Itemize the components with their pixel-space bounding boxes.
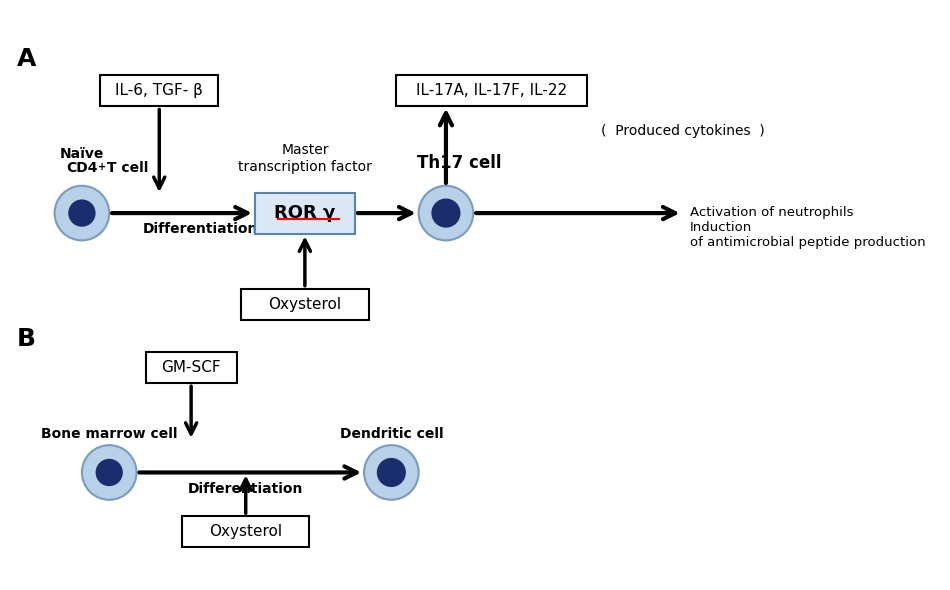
Text: Oxysterol: Oxysterol	[268, 297, 341, 312]
Circle shape	[419, 186, 473, 240]
FancyBboxPatch shape	[100, 75, 218, 106]
Circle shape	[96, 459, 123, 486]
FancyBboxPatch shape	[396, 75, 587, 106]
Text: Bone marrow cell: Bone marrow cell	[41, 427, 178, 441]
FancyBboxPatch shape	[182, 516, 310, 547]
Circle shape	[364, 445, 419, 500]
Text: Naïve: Naïve	[60, 147, 104, 161]
Text: (  Produced cytokines  ): ( Produced cytokines )	[600, 124, 765, 138]
Text: Master
transcription factor: Master transcription factor	[238, 143, 371, 173]
Text: A: A	[16, 47, 36, 71]
Text: B: B	[16, 327, 35, 351]
Circle shape	[68, 199, 96, 227]
Text: Th17 cell: Th17 cell	[417, 154, 502, 172]
Circle shape	[54, 186, 109, 240]
Text: IL-17A, IL-17F, IL-22: IL-17A, IL-17F, IL-22	[416, 83, 567, 98]
Text: GM-SCF: GM-SCF	[162, 360, 221, 375]
Circle shape	[377, 458, 406, 487]
Text: Activation of neutrophils
Induction
of antimicrobial peptide production: Activation of neutrophils Induction of a…	[690, 206, 925, 249]
Text: T cell: T cell	[102, 160, 148, 175]
FancyBboxPatch shape	[145, 352, 237, 384]
Text: CD4: CD4	[66, 160, 98, 175]
Text: Differentiation: Differentiation	[188, 481, 303, 496]
Text: +: +	[98, 162, 106, 172]
Circle shape	[82, 445, 137, 500]
Text: ROR γ: ROR γ	[275, 204, 335, 222]
FancyBboxPatch shape	[255, 192, 355, 234]
Text: Dendritic cell: Dendritic cell	[339, 427, 443, 441]
Text: IL-6, TGF- β: IL-6, TGF- β	[115, 83, 203, 98]
Text: Oxysterol: Oxysterol	[209, 524, 282, 539]
Text: Differentiation: Differentiation	[142, 222, 257, 236]
Circle shape	[431, 198, 461, 228]
FancyBboxPatch shape	[241, 289, 369, 320]
